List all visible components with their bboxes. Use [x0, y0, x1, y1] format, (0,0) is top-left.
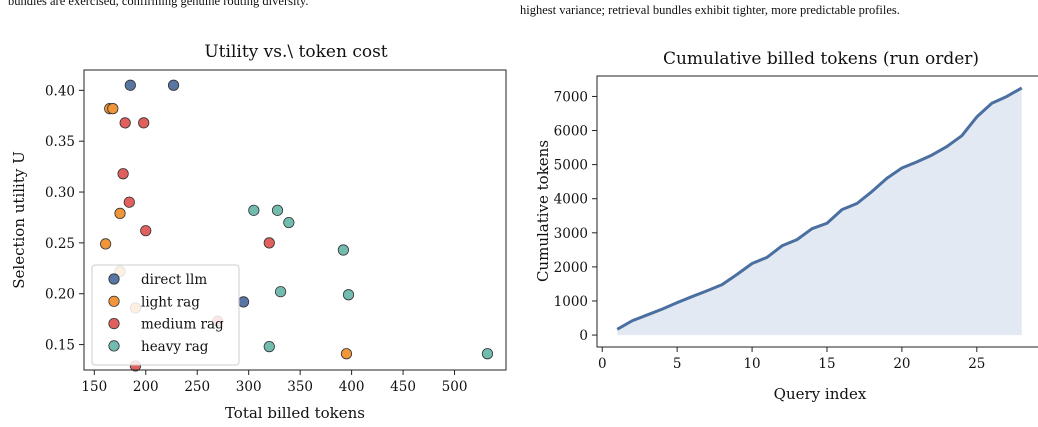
legend-label: heavy rag	[141, 339, 209, 355]
area-xtick-label: 10	[743, 356, 760, 372]
area-ytick-label: 5000	[554, 158, 588, 174]
scatter-xtick-label: 350	[287, 379, 313, 395]
area-xtick-label: 15	[818, 356, 835, 372]
area-ytick-label: 2000	[554, 260, 588, 276]
scatter-point-heavy-rag	[263, 341, 275, 353]
scatter-axes-ticks: 150 200 250 300 350 400 450 500 0.15 0.20 0.25 0.30…	[45, 83, 467, 395]
area-ytick-label: 6000	[554, 124, 588, 140]
area-line	[616, 86, 1023, 331]
scatter-ylabel: Selection utility U	[10, 151, 28, 289]
scatter-point-medium-rag	[117, 168, 129, 180]
scatter-point-light-rag	[114, 207, 126, 219]
legend-label: light rag	[141, 294, 200, 310]
scatter-xtick-label: 300	[236, 379, 262, 395]
scatter-ytick-label: 0.15	[45, 338, 75, 354]
legend-marker	[108, 317, 120, 330]
legend-box	[91, 264, 240, 366]
scatter-title: Utility vs.\ token cost	[204, 42, 387, 62]
area-ytick-label: 3000	[554, 226, 588, 242]
scatter-xtick-label: 150	[81, 379, 107, 395]
scatter-ytick-label: 0.25	[45, 236, 75, 252]
area-ytick-label: 1000	[554, 294, 588, 310]
scatter-ytick-label: 0.30	[45, 185, 75, 201]
area-ylabel: Cumulative tokens	[534, 140, 552, 282]
scatter-xtick-label: 450	[390, 379, 416, 395]
area-plot-frame	[596, 75, 1038, 348]
area-xlabel: Query index	[774, 385, 867, 403]
area-xtick-label: 20	[893, 356, 910, 372]
legend-marker	[108, 273, 120, 285]
area-ytick-label: 4000	[554, 192, 588, 208]
area-ytick-label: 0	[579, 328, 588, 344]
scatter-point-light-rag	[100, 238, 112, 250]
scatter-point-heavy-rag	[283, 216, 295, 229]
area-chart: Cumulative billed tokens (run order) 0 5 1…	[534, 49, 1038, 403]
scatter-ytick-label: 0.35	[45, 134, 75, 150]
area-axes-ticks: 0 5 10 15 20 25 0 1000 2000 3000 4000 5000 6000 7000	[554, 89, 986, 372]
legend-label: direct llm	[141, 272, 207, 288]
scatter-xtick-label: 500	[442, 379, 468, 395]
area-xtick-label: 25	[968, 356, 985, 372]
area-xtick-label: 5	[673, 356, 682, 372]
scatter-ytick-label: 0.40	[45, 83, 75, 99]
scatter-point-heavy-rag	[481, 348, 494, 360]
legend-marker	[108, 295, 120, 307]
scatter-xlabel: Total billed tokens	[225, 404, 365, 422]
scatter-point-medium-rag	[119, 117, 131, 129]
area-ytick-label: 7000	[554, 89, 588, 105]
area-title: Cumulative billed tokens (run order)	[663, 49, 979, 69]
scatter-point-medium-rag	[123, 196, 135, 208]
scatter-plot-frame	[83, 69, 507, 371]
legend-marker	[108, 340, 120, 352]
legend-label: medium rag	[141, 317, 224, 333]
scatter-point-heavy-rag	[274, 286, 287, 298]
scatter-ytick-label: 0.20	[45, 287, 75, 303]
scatter-point-heavy-rag	[337, 244, 349, 256]
scatter-point-light-rag	[107, 103, 119, 115]
scatter-point-direct-llm	[124, 79, 136, 91]
scatter-point-medium-rag	[138, 117, 150, 129]
caption-right: highest variance; retrieval bundles exhi…	[520, 3, 900, 17]
scatter-point-medium-rag	[263, 237, 275, 249]
scatter-point-light-rag	[340, 348, 353, 360]
area-fill	[617, 87, 1022, 336]
scatter-point-heavy-rag	[248, 204, 260, 216]
scatter-point-heavy-rag	[342, 289, 355, 301]
scatter-point-direct-llm	[167, 79, 180, 91]
scatter-xtick-label: 200	[133, 379, 159, 395]
scatter-point-direct-llm	[237, 296, 250, 308]
scatter-chart: Utility vs.\ token cost 150 200 250 300 350 4…	[10, 42, 507, 422]
caption-left: bundles are exercised, confirming genuin…	[8, 0, 309, 8]
scatter-legend: direct llm light rag medium rag heavy rag	[91, 264, 240, 366]
scatter-point-medium-rag	[140, 225, 152, 237]
scatter-point-heavy-rag	[271, 204, 284, 216]
scatter-xtick-label: 400	[339, 379, 365, 395]
area-fill-and-line	[616, 86, 1023, 336]
area-xtick-label: 0	[598, 356, 607, 372]
scatter-xtick-label: 250	[184, 379, 210, 395]
